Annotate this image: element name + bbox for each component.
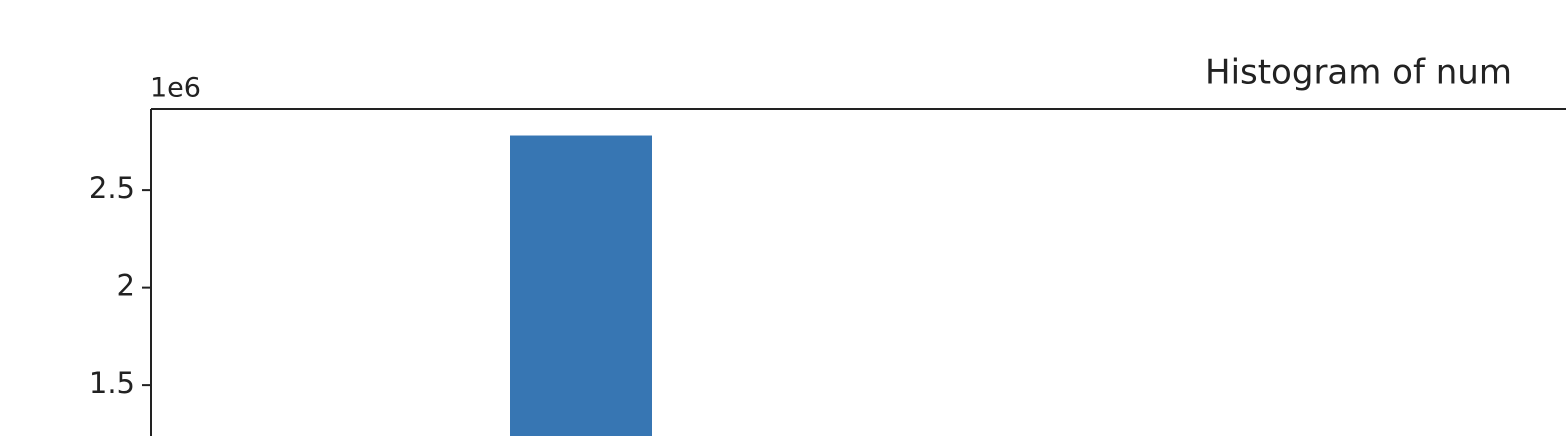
axis-offset-text: 1e6 (150, 73, 201, 104)
y-tick-label: 1.5 (89, 366, 135, 400)
y-tick-label: 2 (117, 269, 135, 303)
chart-title: Histogram of num (1205, 53, 1512, 93)
y-tick-label: 2.5 (89, 171, 135, 205)
histogram-bar (510, 135, 652, 436)
